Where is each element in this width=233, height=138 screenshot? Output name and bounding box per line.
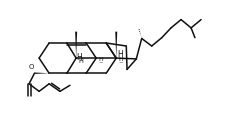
Polygon shape <box>115 32 117 58</box>
Text: H: H <box>76 53 82 62</box>
Polygon shape <box>34 72 49 74</box>
Text: H̲: H̲ <box>98 56 103 62</box>
Text: H̲: H̲ <box>118 56 123 62</box>
Text: O: O <box>29 64 34 70</box>
Text: H: H <box>118 50 123 59</box>
Text: Ḣ: Ḣ <box>78 57 83 64</box>
Polygon shape <box>75 32 77 58</box>
